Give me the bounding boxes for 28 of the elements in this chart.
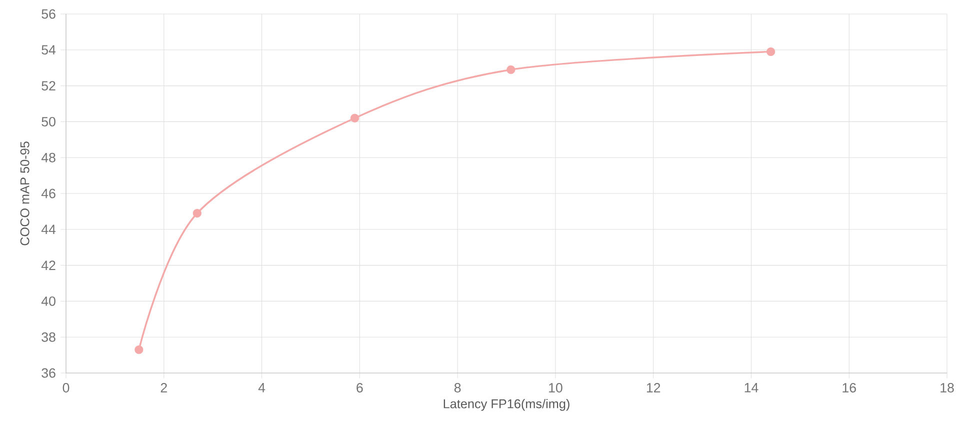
- x-tick-label: 16: [842, 383, 856, 392]
- x-tick-label: 10: [549, 383, 562, 392]
- y-tick-label: 54: [42, 45, 56, 55]
- x-tick-label: 14: [744, 383, 758, 392]
- x-tick-label: 0: [62, 383, 70, 392]
- x-axis-title: Latency FP16(ms/img): [444, 398, 570, 411]
- x-tick-label: 12: [646, 383, 660, 392]
- x-tick-label: 6: [356, 383, 363, 392]
- point: [134, 345, 144, 354]
- y-tick-label: 36: [42, 368, 56, 378]
- point: [192, 208, 202, 218]
- x-tick-label: 4: [258, 383, 266, 392]
- x-tick-label: 2: [160, 383, 167, 392]
- y-tick-label: 46: [41, 188, 56, 198]
- x-tick-label: 18: [940, 383, 954, 392]
- x-tick-label: 8: [454, 383, 461, 392]
- y-axis-title: COCO mAP 50-95: [20, 142, 30, 246]
- y-tick-label: 52: [42, 81, 56, 91]
- point: [506, 65, 516, 74]
- y-tick-label: 44: [41, 224, 56, 234]
- point: [766, 47, 776, 56]
- y-tick-label: 42: [41, 260, 56, 270]
- y-tick-label: 40: [41, 296, 56, 306]
- y-tick-label: 48: [41, 152, 56, 162]
- point: [350, 114, 360, 122]
- y-tick-label: 50: [42, 116, 56, 126]
- y-tick-label: 38: [42, 332, 56, 342]
- y-tick-label: 56: [42, 9, 56, 19]
